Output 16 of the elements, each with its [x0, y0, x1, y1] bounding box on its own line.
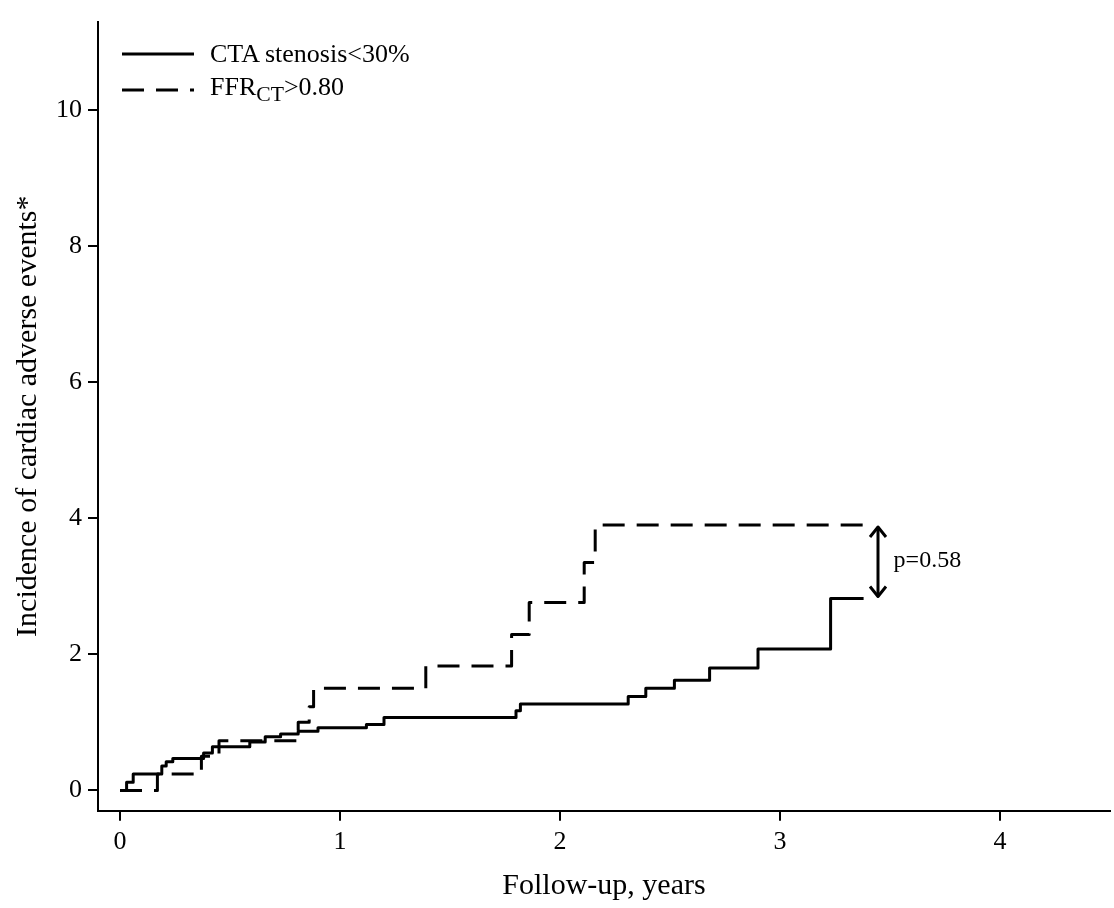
- annotation: p=0.58: [893, 545, 962, 573]
- legend-label: CTA stenosis<30%: [210, 38, 410, 69]
- x-tick-label: 3: [773, 826, 787, 856]
- legend-label: FFR$_{CT}$>0.80: [210, 72, 345, 108]
- y-tick-label: 4: [69, 502, 82, 532]
- x-axis-title: Follow-up, years: [502, 866, 706, 900]
- y-tick-label: 6: [69, 366, 82, 396]
- y-tick-label: 8: [69, 229, 82, 259]
- x-tick-label: 0: [113, 826, 127, 856]
- y-tick-label: 10: [56, 93, 82, 123]
- x-tick-label: 1: [333, 826, 347, 856]
- x-tick-label: 4: [993, 826, 1007, 856]
- x-tick-label: 2: [553, 826, 567, 856]
- y-tick-label: 0: [69, 774, 82, 804]
- y-tick-label: 2: [69, 638, 82, 668]
- y-axis-title: Incidence of cardiac adverse events*: [8, 195, 42, 637]
